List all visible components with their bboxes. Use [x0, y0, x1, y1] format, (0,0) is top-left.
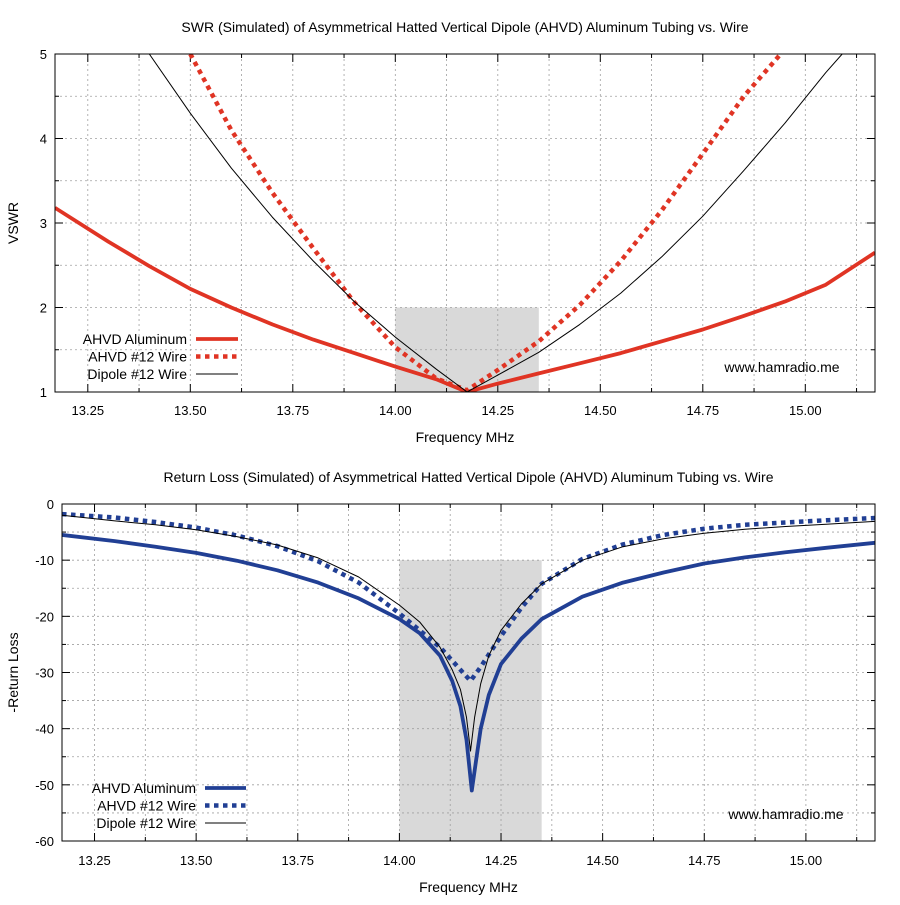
tick-marks: [55, 53, 875, 393]
y-tick-label: -40: [35, 722, 54, 737]
series-line-dipole-12-wire: [62, 514, 875, 752]
y-tick-label: -10: [35, 553, 54, 568]
x-tick-label: 14.50: [586, 853, 619, 868]
x-tick-label: 14.50: [584, 403, 617, 418]
x-tick-label: 13.75: [277, 403, 310, 418]
legend-label: AHVD #12 Wire: [88, 349, 187, 365]
x-tick-label: 13.75: [281, 853, 314, 868]
series-line-ahvd-12-wire: [62, 511, 875, 684]
x-tick-label: 13.25: [72, 403, 105, 418]
series-group: [55, 54, 875, 392]
plot-frame: [54, 53, 876, 393]
x-tick-label: 13.50: [180, 853, 213, 868]
y-tick-label: -60: [35, 834, 54, 849]
x-tick-label: 14.00: [383, 853, 416, 868]
x-tick-label: 13.25: [78, 853, 111, 868]
x-tick-label: 14.25: [482, 403, 515, 418]
x-tick-label: 14.25: [485, 853, 518, 868]
y-tick-label: 2: [40, 301, 47, 316]
y-tick-label: 4: [40, 132, 47, 147]
series-line-ahvd-aluminum: [55, 206, 875, 392]
chart-title: SWR (Simulated) of Asymmetrical Hatted V…: [181, 19, 748, 35]
y-tick-label: -30: [35, 666, 54, 681]
x-axis-label: Frequency MHz: [416, 429, 515, 445]
legend-label: Dipole #12 Wire: [87, 366, 187, 382]
grid: [55, 54, 875, 392]
grid: [62, 504, 875, 841]
y-tick-label: 3: [40, 216, 47, 231]
legend-label: AHVD Aluminum: [92, 780, 196, 796]
y-tick-label: -50: [35, 778, 54, 793]
x-tick-label: 15.00: [789, 403, 822, 418]
legend-label: AHVD #12 Wire: [97, 798, 196, 814]
plot-frame: [61, 503, 876, 842]
x-tick-label: 14.75: [687, 403, 720, 418]
legend-label: AHVD Aluminum: [83, 331, 187, 347]
tick-marks: [62, 503, 875, 842]
watermark-text: www.hamradio.me: [727, 806, 843, 822]
x-tick-label: 13.50: [174, 403, 207, 418]
series-group: [62, 511, 875, 793]
y-tick-label: 1: [40, 385, 47, 400]
y-axis-label: VSWR: [5, 202, 21, 244]
series-line-dipole-12-wire: [148, 54, 843, 392]
y-axis-label: -Return Loss: [5, 632, 21, 712]
series-line-ahvd-12-wire: [188, 54, 783, 392]
y-tick-label: 0: [47, 497, 54, 512]
y-tick-label: 5: [40, 47, 47, 62]
x-tick-label: 14.00: [379, 403, 412, 418]
chart-1: SWR (Simulated) of Asymmetrical Hatted V…: [5, 19, 876, 445]
x-axis-label: Frequency MHz: [419, 879, 518, 895]
y-tick-label: -20: [35, 609, 54, 624]
series-line-ahvd-aluminum: [62, 533, 875, 793]
highlight-band: [399, 560, 542, 841]
x-tick-label: 15.00: [790, 853, 823, 868]
x-tick-label: 14.75: [688, 853, 721, 868]
watermark-text: www.hamradio.me: [723, 359, 839, 375]
chart-title: Return Loss (Simulated) of Asymmetrical …: [164, 469, 774, 485]
chart-2: Return Loss (Simulated) of Asymmetrical …: [5, 469, 876, 895]
legend-label: Dipole #12 Wire: [96, 815, 196, 831]
